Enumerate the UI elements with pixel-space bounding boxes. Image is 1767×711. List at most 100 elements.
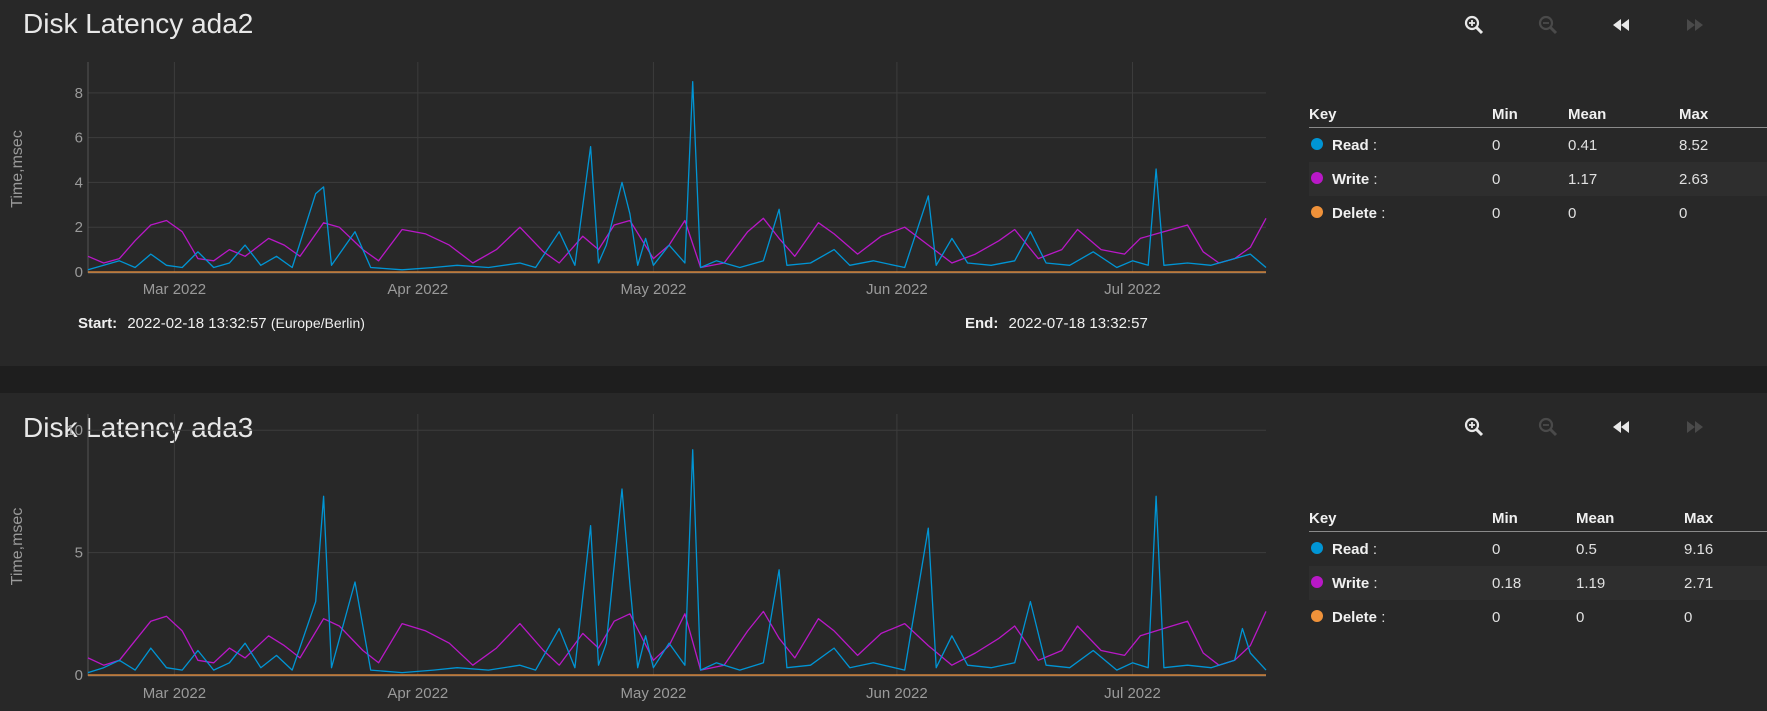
panel-separator	[0, 366, 1767, 393]
line-chart: 0 5 10 Mar 2022 Apr 2022 May 2022 Jun 2022 Jul …	[9, 414, 1267, 702]
start-time: Start: 2022-02-18 13:32:57 (Europe/Berli…	[78, 315, 365, 332]
legend-series-colon: :	[1368, 541, 1378, 558]
legend-mean: 0.41	[1568, 137, 1598, 154]
legend-dot	[1311, 542, 1323, 554]
y-tick-label: 6	[75, 130, 83, 147]
chart-panel-ada3: Disk Latency ada3 0 5 10 Mar 2022 Apr 2022 Ma…	[0, 393, 1767, 711]
start-label: Start:	[78, 315, 118, 332]
step-back-icon	[1613, 421, 1629, 433]
legend-mean: 0	[1568, 205, 1577, 222]
step-back-icon	[1613, 19, 1629, 31]
legend-header-min: Min	[1492, 510, 1518, 527]
step-back-button[interactable]	[1603, 412, 1639, 442]
legend-dot	[1311, 206, 1323, 218]
legend-max: 0	[1684, 609, 1693, 626]
zoom-out-button[interactable]	[1530, 10, 1566, 40]
legend-mean: 0.5	[1576, 541, 1597, 558]
zoom-in-icon	[1464, 417, 1484, 437]
legend-mean: 1.17	[1568, 171, 1598, 188]
legend-header-max: Max	[1684, 510, 1714, 527]
zoom-in-button[interactable]	[1456, 412, 1492, 442]
step-forward-button[interactable]	[1677, 10, 1713, 40]
legend-series-name: Read	[1332, 541, 1369, 558]
start-value: 2022-02-18 13:32:57	[127, 315, 267, 332]
x-tick-label: May 2022	[621, 685, 687, 702]
x-tick-label: Jul 2022	[1104, 685, 1161, 702]
y-tick-label: 8	[75, 85, 83, 102]
legend-header-mean: Mean	[1576, 510, 1615, 527]
x-tick-label: Apr 2022	[387, 685, 448, 702]
legend-series-colon: :	[1369, 171, 1378, 188]
legend-header-key: Key	[1309, 510, 1337, 527]
x-tick-label: Mar 2022	[143, 685, 206, 702]
legend-table: Key Min Mean Max Read : 0 0.41 8.52 Writ…	[1309, 103, 1767, 230]
legend-series-name: Write	[1332, 575, 1370, 592]
legend-dot	[1311, 610, 1323, 622]
legend-row-write[interactable]: Write : 0 1.17 2.63	[1309, 162, 1767, 196]
step-back-button[interactable]	[1603, 10, 1639, 40]
timezone: (Europe/Berlin)	[270, 315, 365, 331]
zoom-in-icon	[1464, 15, 1484, 35]
zoom-out-button[interactable]	[1530, 412, 1566, 442]
legend-max: 0	[1679, 205, 1688, 222]
legend-series-name: Write	[1332, 171, 1370, 188]
legend-table: Key Min Mean Max Read : 0 0.5 9.16 Write…	[1309, 507, 1767, 634]
legend-header: Key Min Mean Max	[1309, 507, 1767, 532]
legend-min: 0.18	[1492, 575, 1522, 592]
step-forward-icon	[1687, 19, 1703, 31]
legend-min: 0	[1492, 171, 1501, 188]
x-tick-label: Jul 2022	[1104, 281, 1161, 298]
end-time: End: 2022-07-18 13:32:57	[965, 315, 1148, 332]
legend-series-colon: :	[1377, 205, 1386, 222]
x-tick-label: Mar 2022	[143, 281, 206, 298]
legend-series-colon: :	[1377, 609, 1386, 626]
end-value: 2022-07-18 13:32:57	[1008, 315, 1148, 332]
legend-max: 2.63	[1679, 171, 1709, 188]
y-tick-label: 0	[75, 264, 83, 281]
legend-dot	[1311, 576, 1323, 588]
zoom-out-icon	[1538, 15, 1558, 35]
series-line-read	[87, 449, 1267, 674]
y-tick-label: 10	[66, 422, 83, 439]
legend-row-read[interactable]: Read : 0 0.5 9.16	[1309, 532, 1767, 566]
legend-min: 0	[1492, 205, 1501, 222]
y-axis-label: Time,msec	[9, 130, 26, 208]
legend-header-key: Key	[1309, 106, 1337, 123]
y-axis-label: Time,msec	[9, 508, 26, 586]
legend-row-delete[interactable]: Delete : 0 0 0	[1309, 196, 1767, 230]
legend-header: Key Min Mean Max	[1309, 103, 1767, 128]
x-tick-label: May 2022	[621, 281, 687, 298]
legend-series-name: Delete	[1332, 609, 1378, 626]
y-tick-label: 5	[75, 545, 83, 562]
x-tick-label: Apr 2022	[387, 281, 448, 298]
legend-min: 0	[1492, 609, 1501, 626]
panel-title: Disk Latency ada2	[23, 8, 254, 39]
legend-row-delete[interactable]: Delete : 0 0 0	[1309, 600, 1767, 634]
series-line-write	[87, 610, 1267, 671]
legend-series-name: Delete	[1332, 205, 1378, 222]
legend-row-read[interactable]: Read : 0 0.41 8.52	[1309, 128, 1767, 162]
x-tick-label: Jun 2022	[866, 281, 928, 298]
legend-min: 0	[1492, 541, 1501, 558]
zoom-out-icon	[1538, 417, 1558, 437]
legend-max: 8.52	[1679, 137, 1709, 154]
legend-header-min: Min	[1492, 106, 1518, 123]
step-forward-icon	[1687, 421, 1703, 433]
line-chart: 0 2 4 6 8 Mar 2022 Apr 2022 May 2022 Jun 2022 Jul…	[9, 62, 1267, 298]
y-tick-label: 4	[75, 174, 83, 191]
legend-series-colon: :	[1369, 575, 1378, 592]
legend-dot	[1311, 138, 1323, 150]
step-forward-button[interactable]	[1677, 412, 1713, 442]
y-tick-label: 2	[75, 219, 83, 236]
legend-max: 9.16	[1684, 541, 1714, 558]
x-tick-label: Jun 2022	[866, 685, 928, 702]
legend-mean: 0	[1576, 609, 1585, 626]
legend-min: 0	[1492, 137, 1501, 154]
zoom-in-button[interactable]	[1456, 10, 1492, 40]
series-line-write	[87, 217, 1267, 269]
legend-dot	[1311, 172, 1323, 184]
legend-series-name: Read	[1332, 137, 1369, 154]
y-tick-label: 0	[75, 667, 83, 684]
legend-row-write[interactable]: Write : 0.18 1.19 2.71	[1309, 566, 1767, 600]
legend-header-max: Max	[1679, 106, 1709, 123]
